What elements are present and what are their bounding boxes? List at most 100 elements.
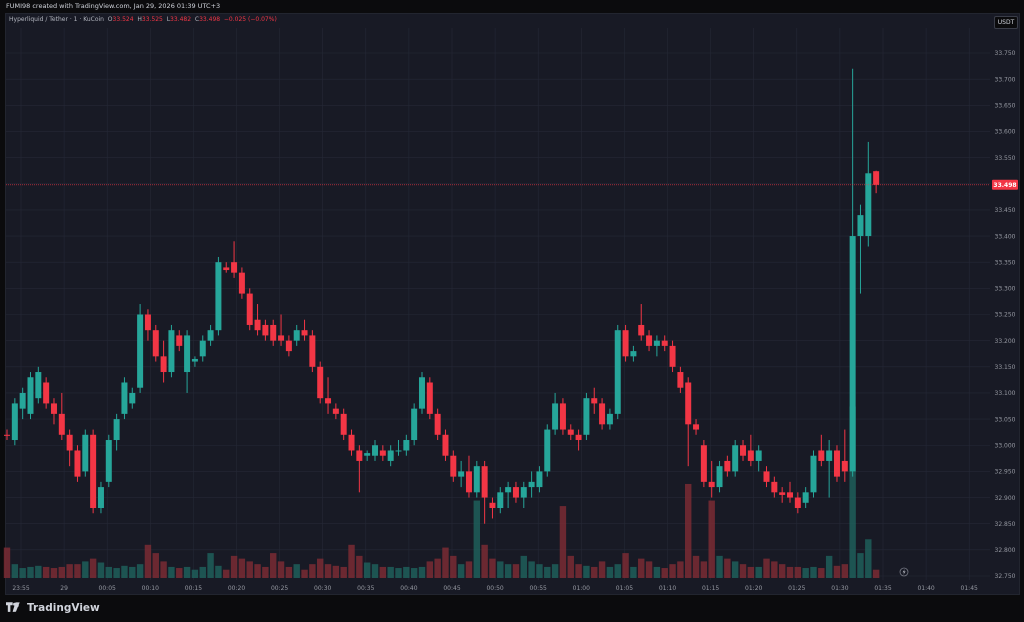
currency-button[interactable]: USDT: [994, 16, 1018, 29]
volume-bar: [89, 558, 97, 578]
volume-bar: [473, 500, 480, 578]
volume-bar: [199, 566, 206, 578]
volume-bar: [42, 566, 50, 578]
candle-body: [434, 413, 441, 435]
candle-body: [826, 450, 833, 461]
volume-bar: [82, 561, 89, 578]
x-tick-label: 23:55: [12, 585, 29, 592]
candle-body: [19, 392, 26, 409]
volume-bar: [872, 569, 880, 578]
x-tick-label: 00:40: [400, 585, 417, 592]
x-tick-label: 00:25: [271, 585, 288, 592]
candle-body: [50, 403, 57, 414]
y-axis-labels: 33.75033.70033.65033.60033.55033.50033.4…: [995, 50, 1016, 580]
volume-bar: [559, 506, 567, 578]
candle-body: [97, 487, 104, 509]
volume-bar: [724, 558, 731, 578]
candle-body: [137, 314, 144, 388]
candle-body: [473, 466, 480, 493]
x-tick-label: 01:25: [788, 585, 805, 592]
open-value: 33.524: [112, 16, 134, 23]
volume-bar: [865, 539, 872, 578]
x-tick-label: 00:55: [530, 585, 547, 592]
candle-body: [411, 408, 418, 441]
volume-bar: [113, 568, 120, 578]
volume-bar: [512, 564, 520, 578]
x-tick-label: 01:10: [659, 585, 676, 592]
volume-bar: [293, 564, 300, 578]
candle-body: [74, 450, 81, 477]
footer-brand: TradingView: [6, 600, 100, 616]
volume-bar: [11, 564, 19, 578]
volume-bar: [207, 553, 214, 578]
candle-body: [207, 330, 214, 341]
volume-bar: [403, 566, 410, 578]
x-tick-label: 00:05: [99, 585, 116, 592]
candle-body: [105, 440, 112, 482]
volume-bar: [685, 483, 692, 578]
volume-bar: [520, 555, 527, 578]
volume-bar: [497, 561, 504, 578]
candle-body: [544, 429, 551, 472]
candle-body: [787, 492, 793, 498]
candle-body: [144, 314, 151, 331]
candle-body: [559, 403, 566, 430]
candle-body: [176, 335, 183, 346]
candle-body: [849, 236, 856, 472]
volume-bar: [489, 558, 496, 578]
volume-bar: [215, 565, 222, 578]
candle-body: [215, 262, 222, 331]
volume-bar: [223, 569, 230, 578]
volume-bar: [387, 566, 394, 578]
volume-bar: [324, 564, 332, 578]
candle-body: [732, 445, 739, 472]
candle-body: [747, 450, 754, 461]
candle-body: [387, 450, 394, 461]
y-tick-label: 33.650: [995, 103, 1016, 110]
volume-bar: [371, 564, 379, 578]
x-axis-labels: 23:55 29 00:05 00:10 00:15 00:20 00:25 00:30 00:…: [12, 585, 978, 592]
x-tick-label: 01:35: [874, 585, 891, 592]
volume-bar: [818, 568, 825, 578]
volume-bar: [841, 564, 849, 578]
candle-body: [567, 429, 574, 435]
candle-body: [669, 345, 676, 367]
candle-body: [489, 502, 496, 509]
volume-bar: [630, 566, 637, 578]
volume-bar: [348, 544, 355, 578]
candle-body: [340, 413, 347, 435]
volume-bar: [74, 564, 81, 578]
candle-body: [301, 330, 308, 336]
y-tick-label: 33.300: [995, 286, 1016, 293]
volume-bar: [708, 500, 715, 578]
y-tick-label: 33.250: [995, 312, 1016, 319]
candle-body: [418, 377, 425, 409]
candle-body: [293, 330, 300, 341]
y-tick-label: 33.450: [995, 207, 1016, 214]
candle-body: [223, 267, 230, 271]
candle-body: [779, 492, 786, 495]
candle-body: [90, 434, 97, 509]
close-label: C: [194, 16, 200, 23]
candle-body: [113, 419, 120, 441]
candle-body: [332, 408, 339, 414]
close-value: 33.498: [199, 16, 221, 23]
ohlc-legend[interactable]: Hyperliquid / Tether · 1 · KuCoin O33.52…: [9, 14, 277, 26]
candle-body: [231, 262, 238, 273]
brand-name: TradingView: [27, 602, 100, 614]
candle-body: [309, 335, 316, 367]
volume-bar: [583, 565, 590, 578]
x-tick-label: 00:35: [357, 585, 374, 592]
y-tick-label: 32.900: [995, 495, 1016, 502]
candlestick-chart[interactable]: 33.75033.70033.65033.60033.55033.50033.4…: [0, 0, 1024, 600]
candle-body: [246, 293, 253, 325]
candle-body: [630, 351, 637, 357]
volume-bar: [857, 553, 864, 578]
candle-body: [160, 356, 167, 373]
candle-body: [11, 403, 18, 441]
candle-body: [285, 340, 292, 352]
volume-bar: [528, 561, 535, 578]
candle-body: [426, 382, 433, 414]
attribution-bar: FUMI98 created with TradingView.com, Jan…: [0, 0, 1024, 12]
candle-body: [708, 481, 715, 488]
